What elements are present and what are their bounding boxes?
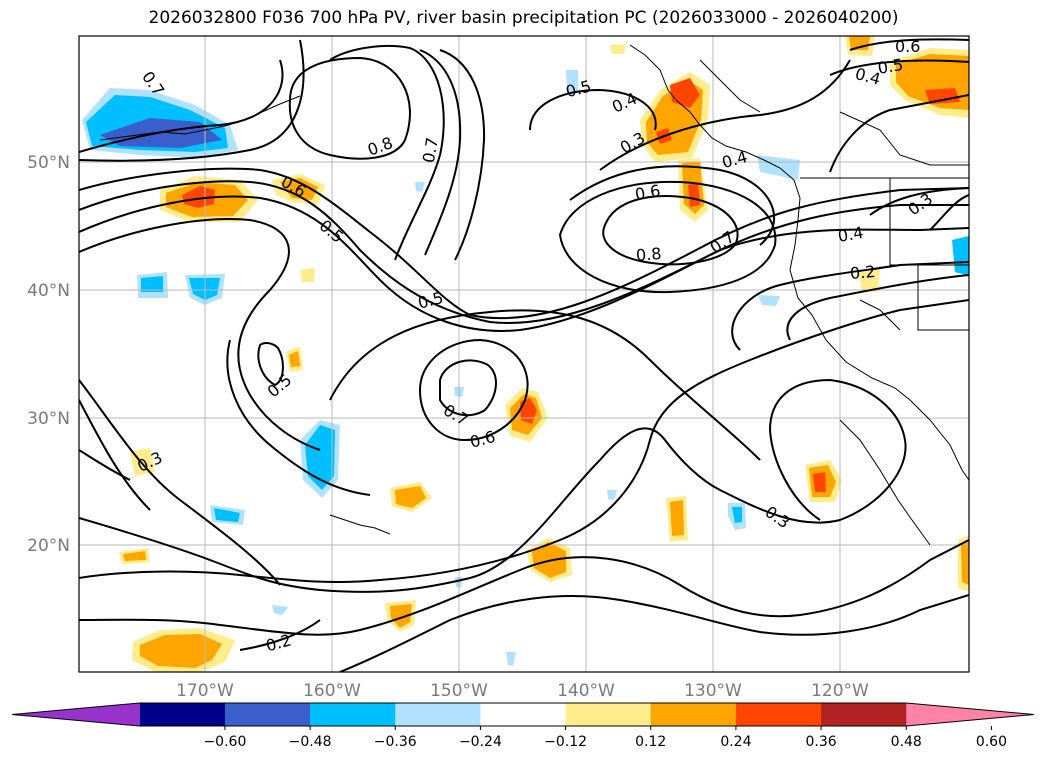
positive-anomaly-patch xyxy=(390,604,412,628)
colorbar-tick-label: −0.12 xyxy=(544,734,587,750)
map-title: 2026032800 F036 700 hPa PV, river basin … xyxy=(148,8,899,28)
negative-anomaly-patch xyxy=(272,605,288,615)
lon-label: 150°W xyxy=(430,681,488,701)
negative-anomaly-patch xyxy=(566,70,578,92)
map-border xyxy=(78,35,970,673)
positive-anomaly-patch xyxy=(670,78,700,108)
lon-label: 120°W xyxy=(811,681,869,701)
positive-anomaly-patch xyxy=(395,486,426,508)
colorbar-outline xyxy=(11,702,1035,727)
colorbar-segment xyxy=(821,703,907,726)
contour-label: 0.8 xyxy=(635,244,662,265)
colorbar-segment xyxy=(395,703,481,726)
negative-anomaly-patch xyxy=(305,425,335,490)
lon-label: 170°W xyxy=(176,681,234,701)
lat-label: 40°N xyxy=(27,281,70,301)
positive-anomaly-patch xyxy=(813,472,826,492)
colorbar-tick-label: 0.24 xyxy=(720,734,751,750)
latitude-labels: 50°N 40°N 30°N 20°N xyxy=(27,153,70,556)
contour-label: 0.6 xyxy=(633,181,661,204)
lat-label: 30°N xyxy=(27,409,70,429)
negative-anomaly-patch xyxy=(415,182,425,192)
positive-anomaly-patch xyxy=(610,44,626,54)
pv-contours xyxy=(79,38,969,672)
colorbar-tick-label: 0.60 xyxy=(976,734,1007,750)
positive-anomaly-patch xyxy=(300,268,315,282)
positive-anomaly-patch xyxy=(688,182,700,207)
lon-label: 160°W xyxy=(303,681,361,701)
colorbar: −0.60 −0.48 −0.36 −0.24 −0.12 0.12 0.24 0.36 0.4… xyxy=(11,702,1035,750)
colorbar-segment xyxy=(310,703,396,726)
negative-anomaly-patch xyxy=(214,508,240,522)
colorbar-extend-max xyxy=(906,703,1034,726)
colorbar-extend-min xyxy=(12,703,140,726)
positive-anomaly-patch xyxy=(961,542,969,585)
positive-anomaly-patch xyxy=(858,268,880,292)
contour-label: 0.7 xyxy=(419,136,442,164)
colorbar-segment xyxy=(565,703,652,726)
contour-label: 0.4 xyxy=(836,223,864,246)
lat-label: 20°N xyxy=(27,536,70,556)
negative-anomaly-patch xyxy=(141,276,163,292)
contour-label: 0.5 xyxy=(876,55,904,78)
positive-anomaly-patch xyxy=(182,186,215,208)
colorbar-tick-label: 0.36 xyxy=(805,734,836,750)
colorbar-segment xyxy=(224,703,311,726)
colorbar-segment xyxy=(735,703,822,726)
longitude-labels: 170°W 160°W 150°W 140°W 130°W 120°W xyxy=(176,681,869,701)
colorbar-tick-label: −0.48 xyxy=(289,734,332,750)
gridlines xyxy=(79,36,969,672)
contour-label: 0.2 xyxy=(849,262,876,283)
colorbar-segment xyxy=(480,703,567,726)
lon-label: 140°W xyxy=(557,681,615,701)
colorbar-tick-label: 0.12 xyxy=(635,734,666,750)
lon-label: 130°W xyxy=(684,681,742,701)
positive-anomaly-patch xyxy=(280,178,318,200)
lat-label: 50°N xyxy=(27,153,70,173)
contour-label: 0.6 xyxy=(895,37,920,56)
positive-anomaly-patch xyxy=(123,551,146,561)
colorbar-tick-label: −0.60 xyxy=(203,734,246,750)
negative-anomaly-patch xyxy=(732,507,742,523)
colorbar-tick-label: 0.48 xyxy=(891,734,922,750)
colorbar-tick-label: −0.24 xyxy=(459,734,502,750)
positive-anomaly-patch xyxy=(140,634,222,668)
negative-anomaly-patch xyxy=(758,295,780,306)
positive-anomaly-patch xyxy=(925,88,960,104)
colorbar-segment xyxy=(139,703,226,726)
colorbar-segment xyxy=(650,703,737,726)
colorbar-tick-label: −0.36 xyxy=(374,734,417,750)
positive-anomaly-patch xyxy=(670,500,684,536)
negative-anomaly-patch xyxy=(952,236,969,276)
negative-anomaly-patch xyxy=(607,490,617,500)
negative-anomaly-patch xyxy=(506,652,516,666)
positive-anomaly-patch xyxy=(289,351,300,367)
